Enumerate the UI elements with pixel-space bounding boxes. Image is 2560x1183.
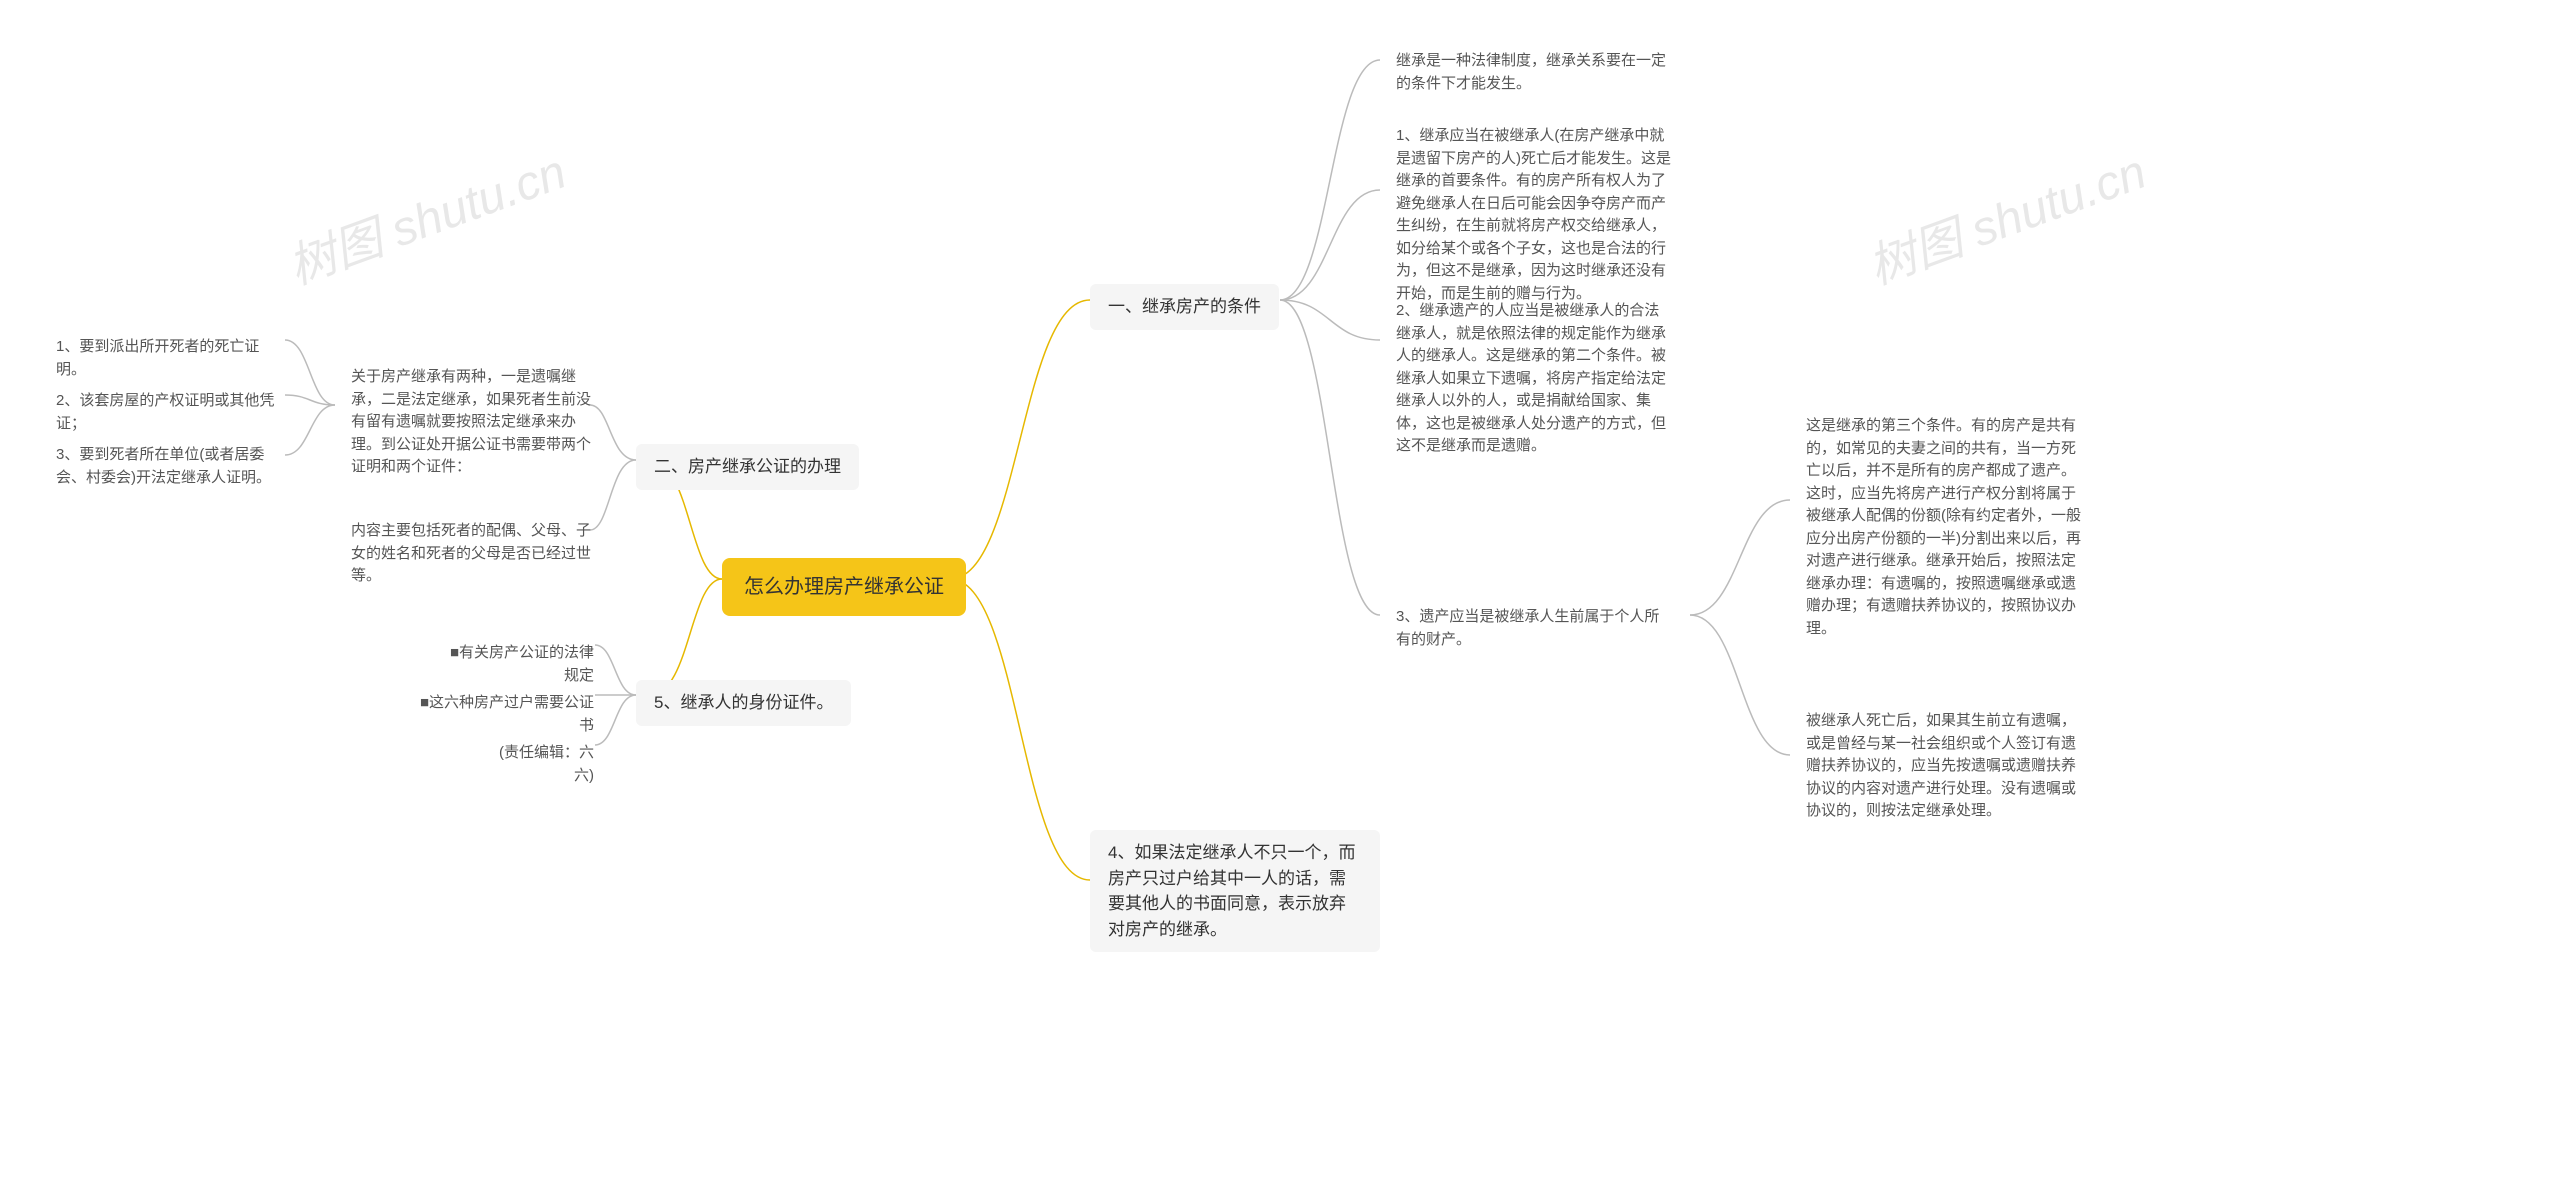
leaf-r1d-sub2: 被继承人死亡后，如果其生前立有遗嘱，或是曾经与某一社会组织或个人签订有遗赠扶养协… xyxy=(1790,700,2100,833)
leaf-l1b: 内容主要包括死者的配偶、父母、子女的姓名和死者的父母是否已经过世等。 xyxy=(335,510,615,598)
leaf-r1b: 1、继承应当在被继承人(在房产继承中就是遗留下房产的人)死亡后才能发生。这是继承… xyxy=(1380,115,1690,315)
branch-l2: 5、继承人的身份证件。 xyxy=(636,680,851,726)
branch-r1: 一、继承房产的条件 xyxy=(1090,284,1279,330)
root-node: 怎么办理房产继承公证 xyxy=(722,558,966,616)
watermark-right: 树图 shutu.cn xyxy=(1857,132,2154,297)
branch-r2: 4、如果法定继承人不只一个，而房产只过户给其中一人的话，需要其他人的书面同意，表… xyxy=(1090,830,1380,952)
leaf-l1a-sub3: 3、要到死者所在单位(或者居委会、村委会)开法定继承人证明。 xyxy=(40,434,300,499)
leaf-r1d-sub1: 这是继承的第三个条件。有的房产是共有的，如常见的夫妻之间的共有，当一方死亡以后，… xyxy=(1790,405,2100,650)
leaf-r1a: 继承是一种法律制度，继承关系要在一定的条件下才能发生。 xyxy=(1380,40,1690,105)
watermark-left: 树图 shutu.cn xyxy=(277,132,574,297)
leaf-r1c: 2、继承遗产的人应当是被继承人的合法继承人，就是依照法律的规定能作为继承人的继承… xyxy=(1380,290,1690,468)
leaf-l2c: (责任编辑：六六) xyxy=(470,732,610,797)
leaf-r1d: 3、遗产应当是被继承人生前属于个人所有的财产。 xyxy=(1380,596,1690,661)
branch-l1: 二、房产继承公证的办理 xyxy=(636,444,859,490)
leaf-l1a: 关于房产继承有两种，一是遗嘱继承，二是法定继承，如果死者生前没有留有遗嘱就要按照… xyxy=(335,356,615,489)
